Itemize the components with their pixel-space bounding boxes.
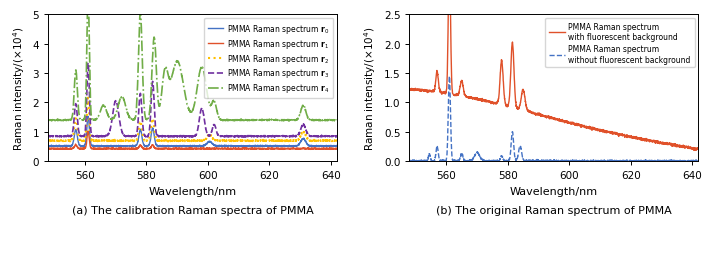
PMMA Raman spectrum $\mathbf{r}_0$ (333, 144, 341, 147)
PMMA Raman spectrum $\mathbf{r}_4$ (330, 120, 338, 123)
PMMA Raman spectrum $\mathbf{r}_4$ (59, 119, 67, 122)
PMMA Raman spectrum $\mathbf{r}_2$ (325, 140, 333, 143)
PMMA Raman spectrum $\mathbf{r}_1$ (325, 148, 333, 151)
Text: (b) The original Raman spectrum of PMMA: (b) The original Raman spectrum of PMMA (436, 205, 672, 216)
PMMA Raman spectrum
with fluorescent background (694, 148, 703, 151)
PMMA Raman spectrum
with fluorescent background (545, 116, 554, 119)
PMMA Raman spectrum
with fluorescent background (686, 147, 695, 150)
PMMA Raman spectrum $\mathbf{r}_3$ (325, 135, 333, 138)
Line: PMMA Raman spectrum $\mathbf{r}_0$: PMMA Raman spectrum $\mathbf{r}_0$ (48, 117, 337, 147)
PMMA Raman spectrum $\mathbf{r}_1$ (333, 148, 341, 151)
PMMA Raman spectrum
without fluorescent background (405, 159, 413, 162)
X-axis label: Wavelength/nm: Wavelength/nm (149, 186, 236, 196)
PMMA Raman spectrum $\mathbf{r}_4$ (271, 119, 280, 122)
PMMA Raman spectrum
with fluorescent background (538, 115, 547, 118)
PMMA Raman spectrum
without fluorescent background (546, 160, 555, 163)
PMMA Raman spectrum $\mathbf{r}_4$ (44, 119, 52, 122)
Text: (a) The calibration Raman spectra of PMMA: (a) The calibration Raman spectra of PMM… (71, 205, 313, 216)
Line: PMMA Raman spectrum $\mathbf{r}_4$: PMMA Raman spectrum $\mathbf{r}_4$ (48, 0, 337, 121)
PMMA Raman spectrum $\mathbf{r}_4$ (324, 119, 333, 122)
PMMA Raman spectrum
with fluorescent background (420, 90, 428, 93)
PMMA Raman spectrum $\mathbf{r}_4$ (184, 108, 193, 111)
Legend: PMMA Raman spectrum $\mathbf{r}_0$, PMMA Raman spectrum $\mathbf{r}_1$, PMMA Ram: PMMA Raman spectrum $\mathbf{r}_0$, PMMA… (204, 19, 333, 99)
PMMA Raman spectrum $\mathbf{r}_2$ (84, 97, 92, 100)
PMMA Raman spectrum $\mathbf{r}_0$ (193, 146, 202, 149)
Line: PMMA Raman spectrum $\mathbf{r}_2$: PMMA Raman spectrum $\mathbf{r}_2$ (48, 98, 337, 142)
PMMA Raman spectrum $\mathbf{r}_0$ (177, 145, 186, 148)
PMMA Raman spectrum $\mathbf{r}_3$ (84, 62, 92, 65)
Line: PMMA Raman spectrum
without fluorescent background: PMMA Raman spectrum without fluorescent … (409, 77, 698, 162)
PMMA Raman spectrum $\mathbf{r}_0$ (44, 145, 52, 148)
PMMA Raman spectrum $\mathbf{r}_4$ (333, 119, 341, 122)
PMMA Raman spectrum $\mathbf{r}_2$ (191, 140, 199, 144)
PMMA Raman spectrum $\mathbf{r}_3$ (333, 135, 341, 138)
PMMA Raman spectrum $\mathbf{r}_2$ (177, 139, 186, 142)
PMMA Raman spectrum $\mathbf{r}_3$ (271, 135, 280, 138)
PMMA Raman spectrum $\mathbf{r}_1$ (185, 148, 193, 151)
PMMA Raman spectrum
with fluorescent background (405, 89, 413, 92)
Y-axis label: Raman intensity/($\times$10$^4$): Raman intensity/($\times$10$^4$) (363, 26, 378, 150)
PMMA Raman spectrum $\mathbf{r}_2$ (59, 139, 67, 142)
PMMA Raman spectrum
without fluorescent background (686, 160, 695, 163)
Line: PMMA Raman spectrum $\mathbf{r}_1$: PMMA Raman spectrum $\mathbf{r}_1$ (48, 132, 337, 150)
PMMA Raman spectrum $\mathbf{r}_2$ (333, 139, 341, 142)
PMMA Raman spectrum $\mathbf{r}_0$ (184, 145, 193, 148)
PMMA Raman spectrum $\mathbf{r}_2$ (325, 140, 333, 143)
PMMA Raman spectrum $\mathbf{r}_3$ (59, 135, 67, 138)
PMMA Raman spectrum $\mathbf{r}_0$ (84, 115, 92, 118)
PMMA Raman spectrum $\mathbf{r}_1$ (177, 147, 186, 150)
PMMA Raman spectrum $\mathbf{r}_0$ (59, 145, 67, 148)
Line: PMMA Raman spectrum $\mathbf{r}_3$: PMMA Raman spectrum $\mathbf{r}_3$ (48, 64, 337, 138)
PMMA Raman spectrum $\mathbf{r}_3$ (325, 135, 333, 138)
PMMA Raman spectrum $\mathbf{r}_1$ (59, 148, 67, 151)
PMMA Raman spectrum
without fluorescent background (686, 160, 695, 163)
PMMA Raman spectrum
without fluorescent background (633, 160, 641, 163)
PMMA Raman spectrum $\mathbf{r}_1$ (325, 147, 333, 150)
PMMA Raman spectrum
with fluorescent background (633, 138, 641, 141)
PMMA Raman spectrum $\mathbf{r}_4$ (177, 71, 186, 74)
PMMA Raman spectrum $\mathbf{r}_2$ (184, 139, 193, 142)
Line: PMMA Raman spectrum
with fluorescent background: PMMA Raman spectrum with fluorescent bac… (409, 0, 698, 151)
PMMA Raman spectrum $\mathbf{r}_4$ (325, 119, 333, 122)
PMMA Raman spectrum
without fluorescent background (406, 160, 414, 163)
PMMA Raman spectrum $\mathbf{r}_3$ (184, 135, 193, 138)
PMMA Raman spectrum
with fluorescent background (685, 146, 694, 149)
PMMA Raman spectrum $\mathbf{r}_1$ (44, 148, 52, 151)
PMMA Raman spectrum $\mathbf{r}_3$ (186, 136, 195, 139)
PMMA Raman spectrum
without fluorescent background (446, 75, 454, 78)
PMMA Raman spectrum $\mathbf{r}_1$ (271, 148, 280, 151)
PMMA Raman spectrum $\mathbf{r}_0$ (271, 145, 280, 148)
PMMA Raman spectrum
without fluorescent background (538, 159, 547, 162)
PMMA Raman spectrum
without fluorescent background (694, 160, 703, 163)
PMMA Raman spectrum
without fluorescent background (420, 160, 428, 163)
PMMA Raman spectrum $\mathbf{r}_1$ (131, 148, 139, 151)
PMMA Raman spectrum $\mathbf{r}_3$ (177, 135, 186, 138)
PMMA Raman spectrum $\mathbf{r}_0$ (325, 145, 333, 148)
Legend: PMMA Raman spectrum
with fluorescent background, PMMA Raman spectrum
without flu: PMMA Raman spectrum with fluorescent bac… (545, 19, 695, 68)
PMMA Raman spectrum $\mathbf{r}_2$ (271, 139, 280, 142)
PMMA Raman spectrum $\mathbf{r}_0$ (325, 145, 333, 148)
PMMA Raman spectrum $\mathbf{r}_3$ (44, 135, 52, 138)
Y-axis label: Raman intensity/($\times$10$^4$): Raman intensity/($\times$10$^4$) (11, 26, 27, 150)
PMMA Raman spectrum
with fluorescent background (690, 149, 698, 152)
X-axis label: Wavelength/nm: Wavelength/nm (510, 186, 598, 196)
PMMA Raman spectrum $\mathbf{r}_1$ (84, 130, 92, 133)
PMMA Raman spectrum $\mathbf{r}_2$ (44, 140, 52, 143)
